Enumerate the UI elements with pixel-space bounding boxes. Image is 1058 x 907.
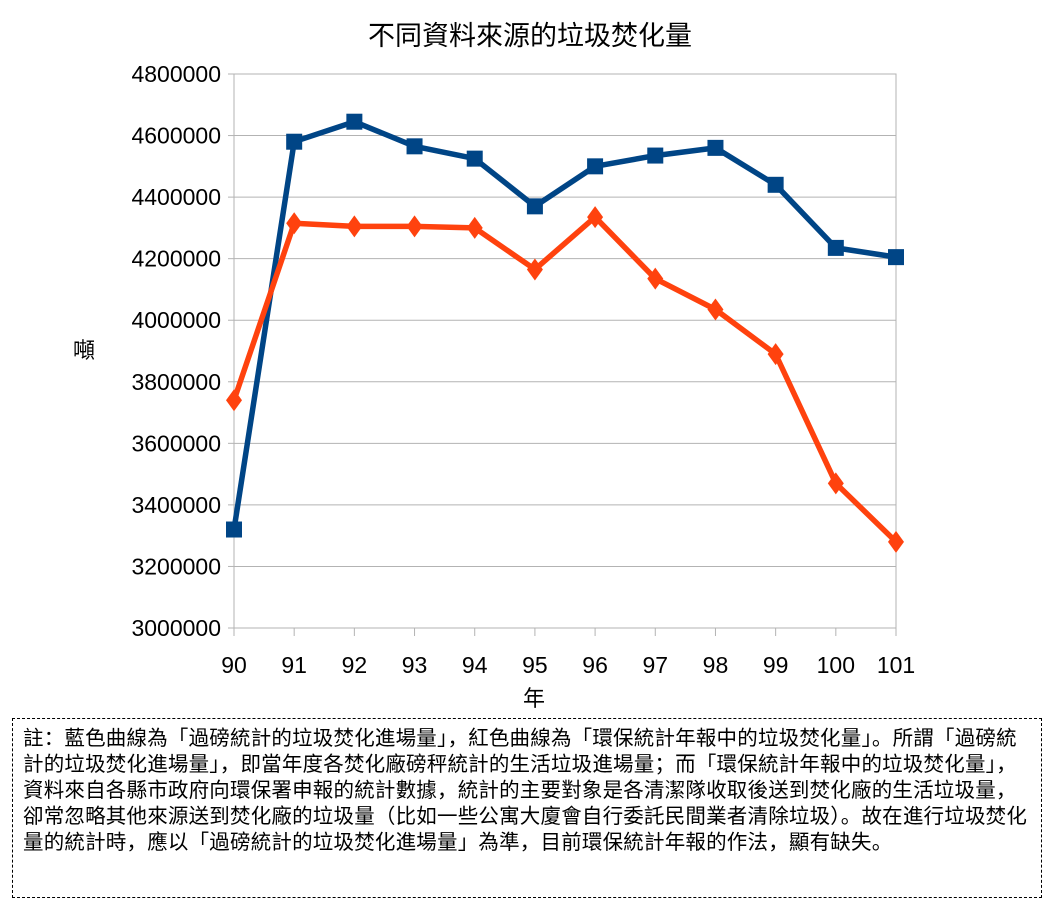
axes: 3000000 3200000 3400000 3600000 3800000 40000… bbox=[131, 61, 915, 678]
chart-title: 不同資料來源的垃圾焚化量 bbox=[368, 21, 692, 52]
x-tick-label: 98 bbox=[703, 652, 729, 678]
data-point bbox=[827, 239, 844, 256]
x-tick-label: 99 bbox=[763, 652, 789, 678]
data-point bbox=[406, 215, 423, 238]
data-point bbox=[827, 472, 844, 495]
data-point bbox=[466, 150, 483, 167]
data-point bbox=[346, 113, 363, 130]
series-2 bbox=[226, 206, 904, 553]
note-text: 註：藍色曲線為「過磅統計的垃圾焚化進場量」，紅色曲線為「環保統計年報中的垃圾焚化… bbox=[23, 726, 1028, 854]
y-tick-label: 4600000 bbox=[131, 123, 221, 149]
data-point bbox=[707, 139, 724, 156]
y-tick-label: 3400000 bbox=[131, 492, 221, 518]
plot-area bbox=[233, 73, 897, 629]
y-tick-label: 4200000 bbox=[131, 246, 221, 272]
series-layer bbox=[226, 113, 904, 553]
data-point bbox=[888, 249, 904, 266]
x-tick-label: 95 bbox=[522, 652, 548, 678]
y-tick-label: 3000000 bbox=[131, 615, 221, 641]
data-point bbox=[888, 530, 904, 553]
x-tick-label: 92 bbox=[342, 652, 368, 678]
data-point bbox=[587, 206, 604, 229]
data-point bbox=[226, 389, 242, 412]
data-point bbox=[647, 147, 664, 164]
data-point bbox=[647, 267, 664, 290]
x-tick-label: 101 bbox=[877, 652, 915, 678]
data-point bbox=[707, 298, 724, 321]
line-chart: 不同資料來源的垃圾焚化量 3000000 3200000 3400000 360000… bbox=[73, 21, 915, 710]
data-point bbox=[767, 176, 784, 193]
x-tick-label: 97 bbox=[642, 652, 668, 678]
y-tick-label: 3800000 bbox=[131, 369, 221, 395]
data-point bbox=[286, 133, 303, 150]
data-point bbox=[226, 521, 242, 538]
data-point bbox=[526, 198, 543, 215]
x-tick-label: 93 bbox=[402, 652, 428, 678]
data-point bbox=[587, 158, 604, 175]
x-tick-label: 91 bbox=[281, 652, 307, 678]
grid bbox=[233, 73, 897, 629]
data-point bbox=[286, 212, 303, 235]
x-tick-label: 94 bbox=[462, 652, 488, 678]
data-point bbox=[346, 215, 363, 238]
x-tick-label: 90 bbox=[221, 652, 247, 678]
series-line bbox=[231, 118, 899, 533]
y-tick-label: 4800000 bbox=[131, 61, 221, 87]
x-axis-label: 年 bbox=[523, 687, 545, 710]
note-box: 註：藍色曲線為「過磅統計的垃圾焚化進場量」，紅色曲線為「環保統計年報中的垃圾焚化… bbox=[12, 718, 1042, 898]
y-axis-label: 噸 bbox=[73, 339, 95, 364]
y-tick-label: 3600000 bbox=[131, 430, 221, 456]
y-tick-label: 4400000 bbox=[131, 184, 221, 210]
x-tick-label: 96 bbox=[582, 652, 608, 678]
y-tick-label: 3200000 bbox=[131, 553, 221, 579]
data-point bbox=[767, 343, 784, 366]
x-tick-label: 100 bbox=[817, 652, 855, 678]
y-tick-label: 4000000 bbox=[131, 307, 221, 333]
data-point bbox=[406, 138, 423, 155]
series-1 bbox=[226, 113, 904, 538]
data-point bbox=[466, 216, 483, 239]
data-point bbox=[526, 258, 543, 281]
series-line bbox=[231, 214, 899, 545]
